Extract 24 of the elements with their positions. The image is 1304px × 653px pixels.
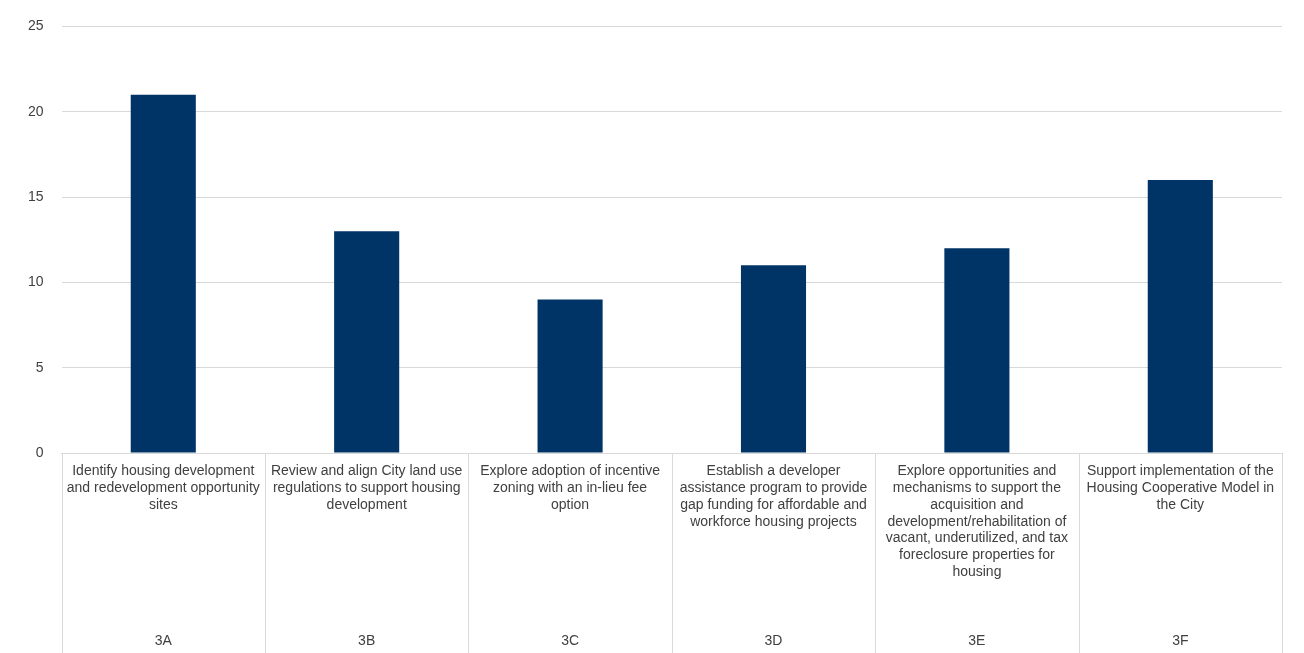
text: 3F bbox=[1172, 631, 1189, 648]
x-tick-label: Review and align City land use regulations to support housing development bbox=[270, 462, 463, 512]
text: 3D bbox=[764, 631, 783, 648]
bar bbox=[740, 265, 807, 453]
bar bbox=[944, 248, 1010, 453]
bar bbox=[537, 299, 603, 453]
bar bbox=[334, 231, 400, 453]
x-tick-label: Establish a developer assistance program to provide gap funding for affordable and workforce housing projects bbox=[679, 462, 868, 529]
x-tick-label: Explore adoption of incentive zoning with an in-lieu fee option bbox=[480, 462, 661, 512]
y-tick-label: 15 bbox=[27, 187, 44, 204]
bar bbox=[130, 94, 196, 453]
text: 3E bbox=[968, 631, 986, 648]
y-tick-label: 5 bbox=[35, 358, 44, 375]
text: 3A bbox=[154, 631, 173, 648]
text: 3B bbox=[358, 631, 376, 648]
y-tick-label: 20 bbox=[27, 102, 44, 119]
text: 3C bbox=[561, 631, 580, 648]
y-tick-label: 25 bbox=[27, 17, 44, 34]
bar bbox=[1147, 179, 1213, 453]
y-tick-label: 10 bbox=[27, 273, 44, 290]
y-tick-label: 0 bbox=[35, 443, 44, 460]
x-tick-label: Identify housing development and redevelopment opportunity sites bbox=[66, 462, 260, 512]
x-tick-label: Support implementation of the Housing Cooperative Model in the City bbox=[1086, 462, 1275, 512]
x-tick-label: Explore opportunities and mechanisms to support the acquisition and development/rehabilitation of vacant, underutilized, and tax foreclosure properties for housing bbox=[885, 462, 1068, 580]
